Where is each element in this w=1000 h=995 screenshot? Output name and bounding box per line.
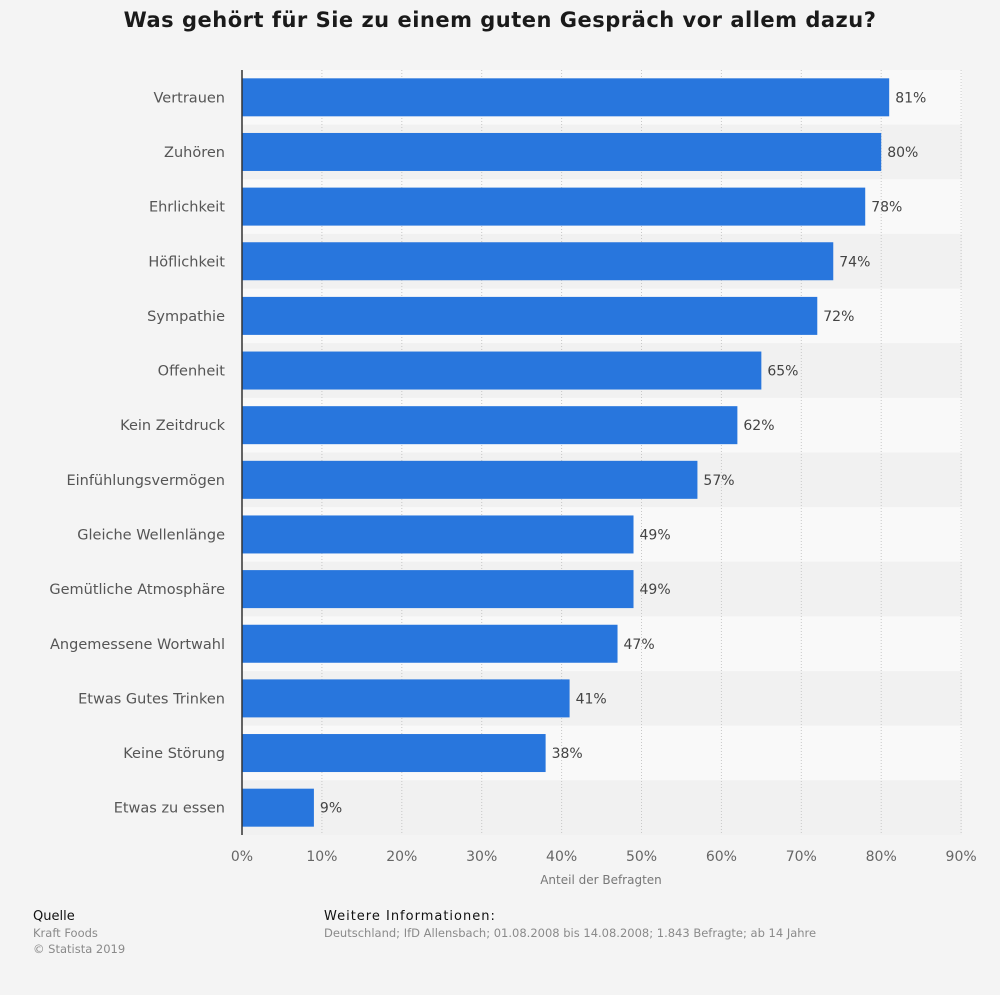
bar [242, 78, 890, 117]
bar [242, 406, 738, 445]
x-tick-label: 60% [706, 849, 737, 865]
bar-chart: 0% 10% 20% 30% 40% 50% 60% 70% 80% 90% Vertrauen 81… [49, 70, 977, 887]
value-label: 80% [887, 145, 918, 161]
value-label: 38% [552, 746, 583, 762]
category-label: Höflichkeit [148, 254, 225, 270]
category-label: Etwas zu essen [114, 801, 225, 817]
value-label: 65% [767, 364, 798, 380]
value-label: 78% [871, 200, 902, 216]
row-background [242, 780, 962, 835]
category-label: Keine Störung [123, 746, 225, 762]
value-label: 57% [703, 473, 734, 489]
category-label: Offenheit [158, 364, 226, 380]
info-heading: Weitere Informationen: [324, 909, 496, 924]
category-label: Ehrlichkeit [149, 200, 225, 216]
bar [242, 679, 570, 718]
category-label: Kein Zeitdruck [120, 418, 225, 434]
bar [242, 570, 634, 609]
source-name: Kraft Foods [33, 926, 98, 940]
bar [242, 788, 314, 827]
category-label: Sympathie [147, 309, 225, 325]
value-label: 62% [743, 418, 774, 434]
category-label: Zuhören [164, 145, 225, 161]
category-label: Etwas Gutes Trinken [78, 691, 225, 707]
info-text: Deutschland; IfD Allensbach; 01.08.2008 … [324, 926, 817, 940]
value-label: 41% [576, 691, 607, 707]
x-tick-label: 50% [626, 849, 657, 865]
x-tick-label: 40% [546, 849, 577, 865]
source-block: Quelle Kraft Foods © Statista 2019 [33, 909, 125, 957]
category-label: Gemütliche Atmosphäre [49, 582, 225, 598]
x-tick-label: 70% [786, 849, 817, 865]
bar [242, 734, 546, 773]
x-axis-title: Anteil der Befragten [540, 873, 662, 887]
x-tick-label: 10% [306, 849, 337, 865]
value-label: 49% [640, 527, 671, 543]
value-label: 47% [624, 637, 655, 653]
value-label: 72% [823, 309, 854, 325]
value-label: 49% [640, 582, 671, 598]
value-label: 9% [320, 801, 342, 817]
source-heading: Quelle [33, 909, 75, 924]
bar [242, 515, 634, 554]
x-tick-label: 80% [866, 849, 897, 865]
bar [242, 624, 618, 663]
chart-title: Was gehört für Sie zu einem guten Gesprä… [123, 8, 877, 32]
x-tick-label: 90% [946, 849, 977, 865]
x-tick-label: 0% [231, 849, 253, 865]
info-block: Weitere Informationen: Deutschland; IfD … [324, 909, 816, 941]
category-label: Vertrauen [153, 90, 225, 106]
category-label: Einfühlungsvermögen [66, 473, 225, 489]
bar [242, 132, 882, 171]
category-label: Angemessene Wortwahl [50, 637, 225, 653]
value-label: 74% [839, 254, 870, 270]
bar [242, 460, 698, 499]
x-tick-label: 30% [466, 849, 497, 865]
value-label: 81% [895, 90, 926, 106]
bar [242, 242, 834, 281]
copyright-text: © Statista 2019 [33, 942, 126, 956]
bar [242, 351, 762, 390]
bar [242, 187, 866, 226]
bar [242, 296, 818, 335]
category-label: Gleiche Wellenlänge [77, 527, 225, 543]
x-tick-label: 20% [386, 849, 417, 865]
